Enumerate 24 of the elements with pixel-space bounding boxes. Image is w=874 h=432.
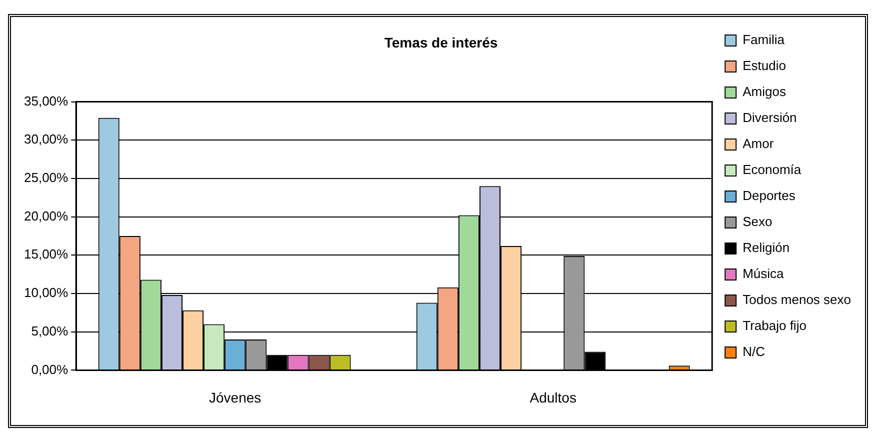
legend-label: Música	[742, 266, 785, 282]
legend-label: Economía	[742, 162, 802, 178]
x-tick-label: Adultos	[530, 389, 576, 406]
y-tick-label: 5,00%	[31, 323, 69, 338]
legend-label: Religión	[742, 240, 790, 256]
legend-label: Amigos	[742, 84, 786, 100]
legend-label: Trabajo fijo	[742, 318, 806, 334]
y-tick-label: 0,00%	[31, 362, 69, 377]
x-tick-label: Jóvenes	[209, 389, 262, 406]
y-tick-label: 25,00%	[24, 170, 69, 186]
legend-label: Todos menos sexo	[742, 292, 852, 308]
legend-label: Sexo	[742, 214, 772, 230]
y-tick-label: 35,00%	[24, 93, 69, 108]
legend-label: Amor	[742, 136, 774, 152]
legend-label: Familia	[742, 32, 786, 48]
legend-label: N/C	[742, 344, 765, 360]
legend-label: Estudio	[742, 58, 786, 74]
chart-title: Temas de interés	[384, 34, 498, 50]
y-tick-label: 10,00%	[24, 285, 69, 300]
legend-label: Deportes	[742, 188, 796, 204]
y-tick-label: 15,00%	[24, 246, 69, 262]
y-tick-label: 30,00%	[24, 132, 69, 147]
legend-label: Diversión	[742, 110, 797, 126]
y-tick-label: 20,00%	[24, 208, 69, 224]
